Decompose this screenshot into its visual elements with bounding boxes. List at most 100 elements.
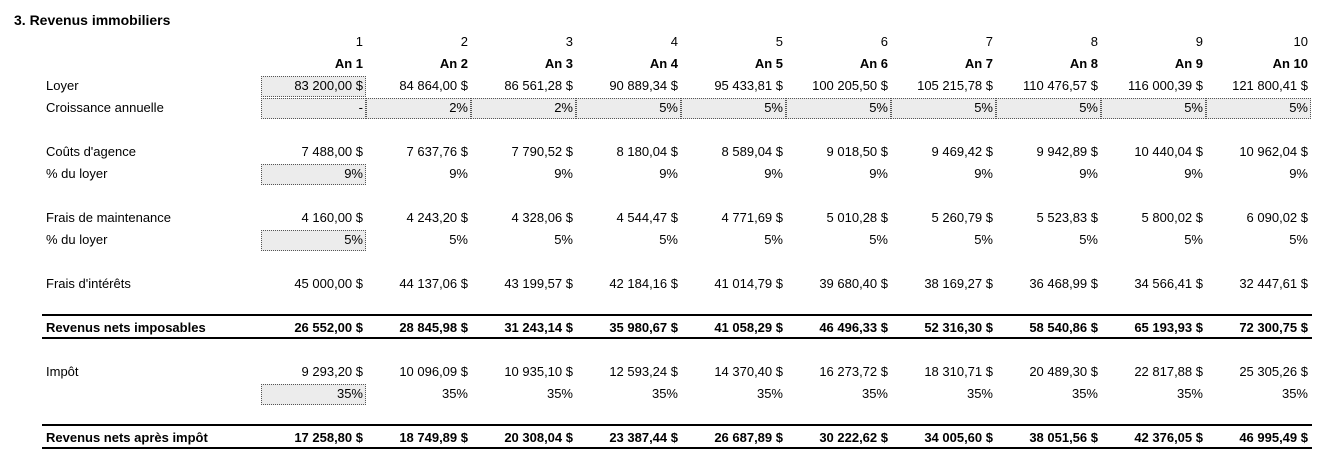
column-header: An 7	[964, 56, 993, 71]
cell-value: 42 376,05 $	[1134, 430, 1203, 445]
cell-value: 32 447,61 $	[1239, 276, 1308, 291]
column-number: 9	[1195, 34, 1203, 49]
column-number: 3	[565, 34, 573, 49]
column-number: 5	[775, 34, 783, 49]
column-number: 10	[1293, 34, 1308, 49]
cell-value: 4 771,69 $	[721, 210, 783, 225]
cell-value: 41 058,29 $	[714, 320, 783, 335]
cell-value: 4 328,06 $	[511, 210, 573, 225]
cell-value: 5%	[1289, 100, 1308, 115]
cell-value: 8 589,04 $	[721, 144, 783, 159]
cell-value: 38 051,56 $	[1029, 430, 1098, 445]
cell-value: 5%	[764, 100, 783, 115]
cell-value: 86 561,28 $	[504, 78, 573, 93]
cell-value: 28 845,98 $	[399, 320, 468, 335]
cell-value: 5%	[1184, 232, 1203, 247]
input-cell	[261, 164, 366, 185]
row-border	[42, 337, 1312, 339]
column-number: 7	[985, 34, 993, 49]
cell-value: 31 243,14 $	[504, 320, 573, 335]
cell-value: 16 273,72 $	[819, 364, 888, 379]
cell-value: 34 005,60 $	[924, 430, 993, 445]
cell-value: 65 193,93 $	[1134, 320, 1203, 335]
cell-value: 5%	[554, 232, 573, 247]
cell-value: 35%	[336, 386, 363, 401]
column-header: An 2	[439, 56, 468, 71]
cell-value: 84 864,00 $	[399, 78, 468, 93]
cell-value: 35%	[441, 386, 468, 401]
column-header: An 4	[649, 56, 678, 71]
cell-value: 45 000,00 $	[294, 276, 363, 291]
row-label: Croissance annuelle	[46, 100, 164, 115]
cell-value: 43 199,57 $	[504, 276, 573, 291]
cell-value: 5%	[1079, 232, 1098, 247]
cell-value: 46 995,49 $	[1239, 430, 1308, 445]
cell-value: 41 014,79 $	[714, 276, 783, 291]
cell-value: 4 243,20 $	[406, 210, 468, 225]
cell-value: 100 205,50 $	[812, 78, 888, 93]
cell-value: 110 476,57 $	[1023, 78, 1098, 93]
cell-value: 5 260,79 $	[931, 210, 993, 225]
row-border	[42, 447, 1312, 449]
row-label: Frais d'intérêts	[46, 276, 131, 291]
cell-value: 39 680,40 $	[819, 276, 888, 291]
input-cell	[261, 76, 366, 97]
column-number: 4	[670, 34, 678, 49]
cell-value: 116 000,39 $	[1128, 78, 1203, 93]
cell-value: 2%	[449, 100, 468, 115]
input-cell	[261, 230, 366, 251]
row-label: % du loyer	[46, 232, 108, 247]
column-header: An 6	[859, 56, 888, 71]
cell-value: 5%	[449, 232, 468, 247]
cell-value: 52 316,30 $	[924, 320, 993, 335]
column-number: 2	[460, 34, 468, 49]
cell-value: 7 790,52 $	[511, 144, 573, 159]
cell-value: 35%	[546, 386, 573, 401]
cell-value: 9 469,42 $	[931, 144, 993, 159]
input-cell	[786, 98, 891, 119]
cell-value: 5 800,02 $	[1141, 210, 1203, 225]
cell-value: 9%	[869, 166, 888, 181]
cell-value: 9%	[659, 166, 678, 181]
cell-value: 18 749,89 $	[399, 430, 468, 445]
cell-value: 5%	[344, 232, 363, 247]
cell-value: 46 496,33 $	[819, 320, 888, 335]
cell-value: 9 018,50 $	[826, 144, 888, 159]
input-cell	[261, 98, 366, 119]
cell-value: 2%	[554, 100, 573, 115]
cell-value: 22 817,88 $	[1134, 364, 1203, 379]
cell-value: 17 258,80 $	[294, 430, 363, 445]
column-header: An 5	[754, 56, 783, 71]
row-label: Impôt	[46, 364, 79, 379]
column-header: An 3	[544, 56, 573, 71]
column-number: 6	[880, 34, 888, 49]
cell-value: 9%	[1079, 166, 1098, 181]
cell-value: 5%	[974, 100, 993, 115]
cell-value: 30 222,62 $	[819, 430, 888, 445]
cell-value: 121 800,41 $	[1232, 78, 1308, 93]
cell-value: 20 308,04 $	[504, 430, 573, 445]
cell-value: 35%	[861, 386, 888, 401]
row-label: Frais de maintenance	[46, 210, 172, 225]
cell-value: 9%	[449, 166, 468, 181]
cell-value: 14 370,40 $	[714, 364, 783, 379]
cell-value: 90 889,34 $	[609, 78, 678, 93]
cell-value: 42 184,16 $	[609, 276, 678, 291]
cell-value: 8 180,04 $	[616, 144, 678, 159]
row-label: % du loyer	[46, 166, 108, 181]
cell-value: 5%	[869, 232, 888, 247]
input-cell	[996, 98, 1101, 119]
cell-value: 25 305,26 $	[1239, 364, 1308, 379]
cell-value: 10 440,04 $	[1134, 144, 1203, 159]
cell-value: 35%	[1281, 386, 1308, 401]
cell-value: 72 300,75 $	[1239, 320, 1308, 335]
row-label: Revenus nets après impôt	[46, 430, 208, 445]
cell-value: 35%	[966, 386, 993, 401]
cell-value: 6 090,02 $	[1246, 210, 1308, 225]
row-border	[42, 314, 1312, 316]
cell-value: 5%	[1079, 100, 1098, 115]
cell-value: 5%	[659, 232, 678, 247]
cell-value: 38 169,27 $	[924, 276, 993, 291]
column-header: An 10	[1272, 56, 1308, 71]
